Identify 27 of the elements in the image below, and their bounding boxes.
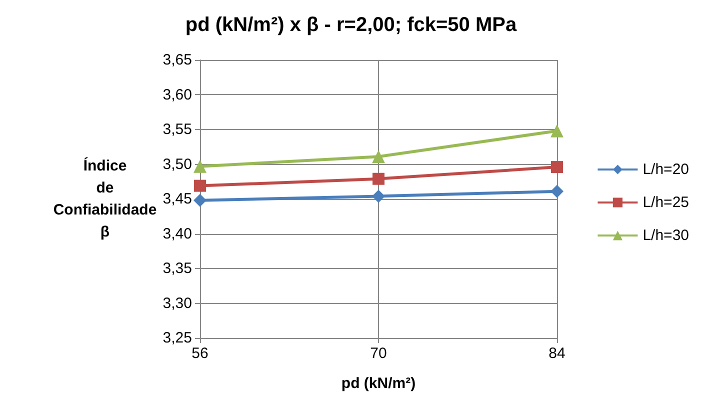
y-tick-label: 3,30: [162, 294, 192, 312]
point: [194, 160, 206, 173]
y-tick-label: 3,55: [162, 121, 192, 138]
point: [194, 180, 206, 192]
point: [551, 161, 563, 174]
point: [550, 124, 564, 138]
x-tick-label: 70: [370, 345, 387, 362]
legend-label: L/h=25: [642, 194, 689, 211]
y-tick-label: 3,45: [162, 190, 192, 208]
y-tick-label: 3,35: [162, 260, 192, 277]
y-axis-title: Índice de Confiabilidade β: [53, 156, 157, 240]
chart-title: pd (kN/m²) x β - r=2,00; fck=50 MPa: [185, 14, 518, 36]
y-tick-label: 3,50: [162, 156, 192, 173]
y-tick-label: 3,65: [162, 52, 192, 68]
y-tick-label: 3,25: [162, 330, 192, 346]
y-tick-label: 3,60: [162, 86, 192, 104]
point: [372, 150, 385, 164]
y-tick-label: 3,40: [162, 225, 192, 242]
x-axis-title: pd (kN/m²): [341, 375, 416, 392]
legend-label: L/h=20: [642, 161, 689, 178]
point: [194, 194, 206, 207]
x-tick-label: 84: [548, 345, 566, 362]
point: [372, 190, 385, 203]
point: [372, 172, 384, 185]
x-tick-label: 56: [192, 345, 208, 362]
point: [550, 184, 564, 198]
legend-label: L/h=30: [642, 227, 689, 244]
